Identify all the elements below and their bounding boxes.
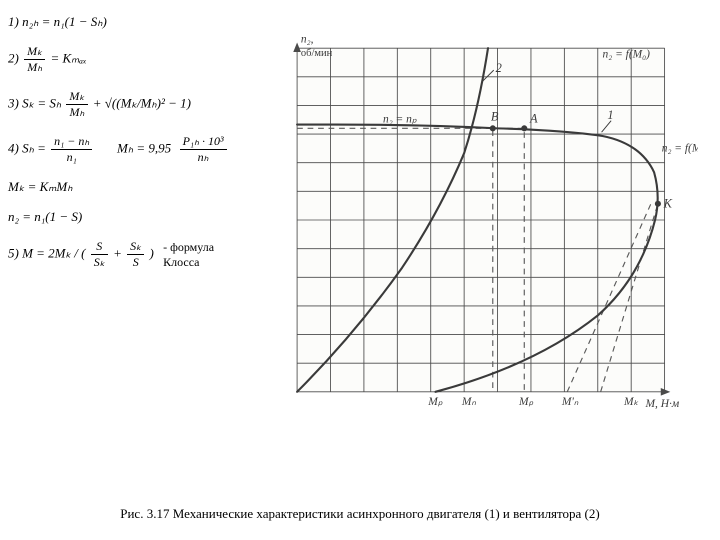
formula-2: 2) MₖMₕ = Kₘₐₓ: [8, 44, 268, 75]
svg-text:Mₚ: Mₚ: [427, 396, 443, 408]
svg-text:Mₙ: Mₙ: [461, 396, 477, 408]
svg-text:2: 2: [496, 61, 502, 75]
formula-1: 1) n₂ₕ = n₁(1 − Sₕ): [8, 14, 268, 30]
formula-block: 1) n₂ₕ = n₁(1 − Sₕ) 2) MₖMₕ = Kₘₐₓ 3) Sₖ…: [8, 14, 268, 284]
svg-text:1: 1: [607, 108, 613, 122]
formula-4: 4) Sₕ = n₁ − nₕn₁ Mₕ = 9,95 P₁ₕ · 10³nₕ: [8, 134, 268, 165]
svg-text:B: B: [491, 110, 499, 124]
svg-text:K: K: [663, 197, 673, 211]
svg-text:A: A: [529, 112, 538, 126]
svg-text:n₂ = f(M₀): n₂ = f(M₀): [603, 49, 651, 61]
svg-text:n₂,: n₂,: [301, 33, 314, 45]
svg-text:Mₚ: Mₚ: [518, 396, 534, 408]
svg-text:M, Н·м: M, Н·м: [645, 398, 680, 410]
figure-caption: Рис. 3.17 Механические характеристики ас…: [0, 506, 720, 522]
svg-text:n₂ = f(M): n₂ = f(M): [662, 142, 698, 154]
svg-text:n₂ = nₚ: n₂ = nₚ: [383, 114, 417, 126]
formula-3: 3) Sₖ = Sₕ MₖMₕ + √((Mₖ/Mₕ)² − 1): [8, 89, 268, 120]
svg-text:Mₖ: Mₖ: [623, 396, 639, 408]
formula-mk: Mₖ = KₘMₕ: [8, 179, 268, 195]
formula-5: 5) M = 2Mₖ / ( SSₖ + SₖS ) - формулаКлос…: [8, 239, 268, 270]
formula-n2: n₂ = n₁(1 − S): [8, 209, 268, 225]
kloss-note: - формулаКлосса: [163, 240, 214, 270]
svg-text:M'ₙ: M'ₙ: [561, 396, 579, 408]
svg-text:об/мин: об/мин: [301, 48, 333, 59]
mechanical-characteristics-chart: n₂, об/мин M, Н·м A B K 1 2 n₂ = f(M) n₂ = f(M₀) n…: [278, 20, 698, 420]
